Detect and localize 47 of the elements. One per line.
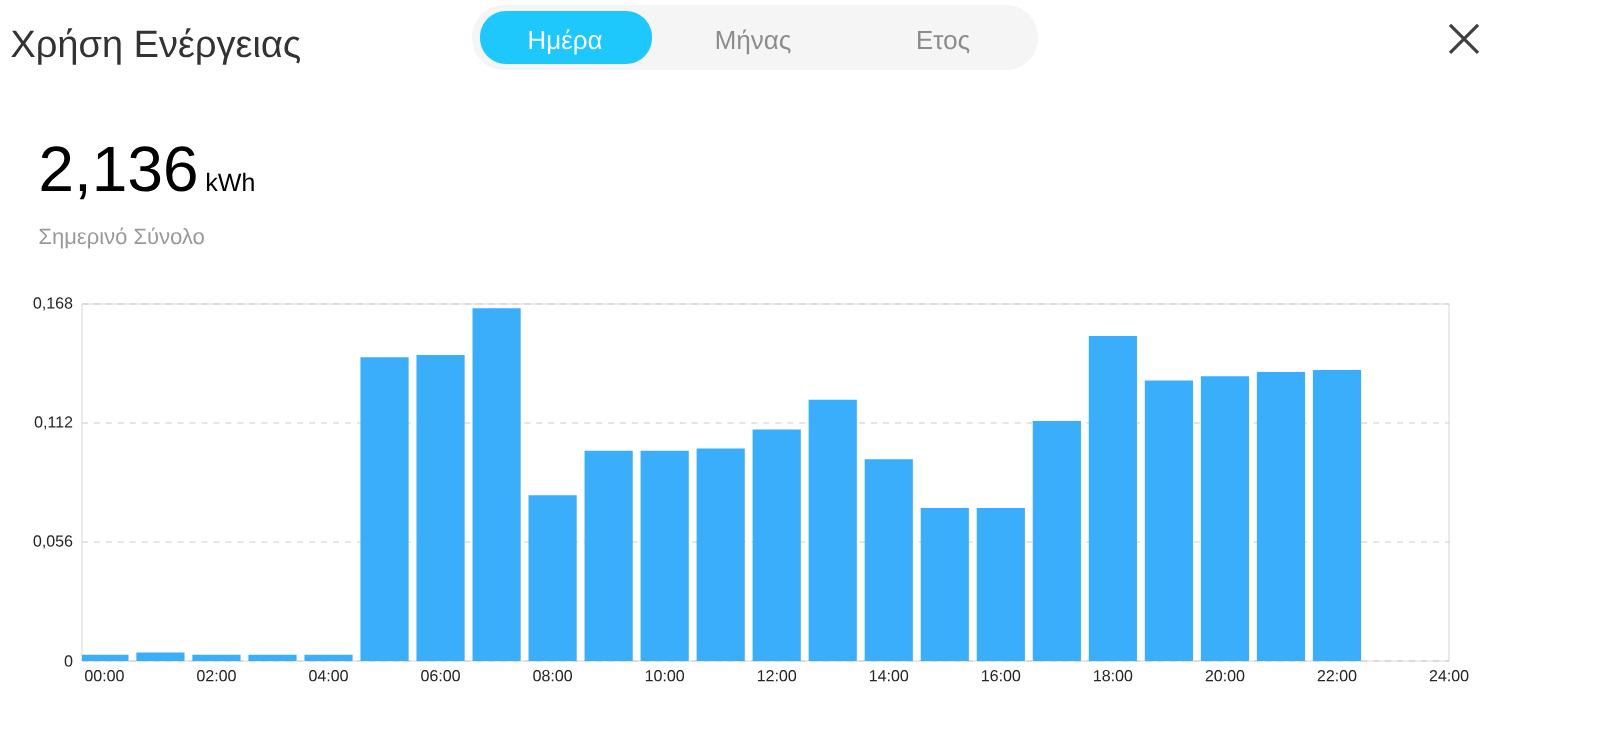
x-tick-label: 02:00 [197,670,236,682]
bar [808,399,857,661]
text: Ημέρα [529,29,602,55]
bar [248,654,297,661]
bar [752,429,801,661]
x-tick-label: 14:00 [869,670,909,682]
bar [1256,372,1306,661]
bar [1312,369,1362,661]
bar [976,508,1025,661]
bar [416,355,465,661]
bar [1032,420,1081,661]
y-tick-label: 0,112 [34,416,73,430]
bar [920,508,969,661]
bar [1088,335,1137,661]
text: Ετος [918,31,970,54]
x-tick-label: 16:00 [982,670,1021,682]
text: kWh [207,172,254,191]
bar [472,308,521,661]
y-tick-label: 0,168 [33,297,73,311]
x-tick-label: 18:00 [1094,670,1133,682]
bar [82,654,129,661]
text: 2,136 [41,146,196,200]
y-tick-label: 0 [64,655,73,667]
bar [584,450,633,661]
x-tick-label: 08:00 [533,670,573,682]
bar [696,448,745,661]
x-tick-label: 20:00 [1205,670,1245,682]
bar [192,654,241,661]
bar [864,459,913,661]
bar [528,495,577,661]
bar [1144,380,1193,661]
text: Σημερινό Σύνολο [39,227,204,249]
x-tick-label: 22:00 [1317,670,1357,682]
bar [360,357,409,661]
y-tick-label: 0,056 [33,535,73,549]
bar [136,652,185,661]
bar [640,450,689,661]
x-tick-label: 24:00 [1429,670,1469,682]
x-tick-label: 00:00 [85,670,124,682]
x-tick-label: 04:00 [309,670,348,682]
bar [304,654,353,661]
text: Μήνας [716,29,791,55]
x-tick-label: 10:00 [645,670,685,682]
chart-title: Χρήση Ενέργειας [11,28,301,65]
bar [1200,376,1250,661]
x-tick-label: 12:00 [757,670,797,682]
x-tick-label: 06:00 [421,670,460,682]
